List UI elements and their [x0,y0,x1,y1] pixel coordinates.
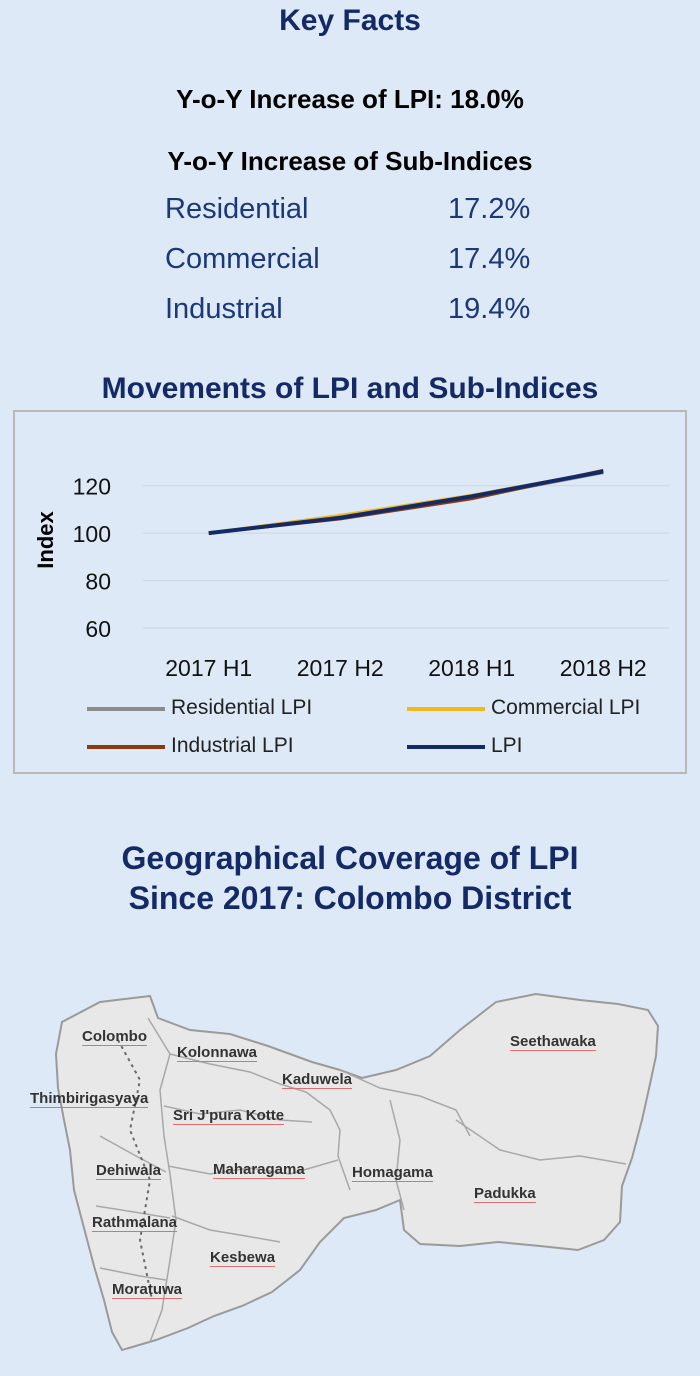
map-heading-line2: Since 2017: Colombo District [128,880,572,916]
sub-index-value: 17.2% [448,193,531,225]
series-line-lpi [208,469,604,536]
map-label-thimbirigasyaya: Thimbirigasyaya [30,1090,149,1108]
y-axis-label: Index [33,511,58,569]
sub-indices-heading: Y-o-Y Increase of Sub-Indices [167,146,533,176]
map-label-rathmalana: Rathmalana [92,1214,178,1232]
x-tick-label: 2017 H2 [297,655,384,681]
legend-label: LPI [491,734,523,757]
key-facts-heading: Key Facts [279,4,421,37]
district-outline [54,992,660,1352]
legend-label: Commercial LPI [491,696,641,719]
legend-swatch [87,745,165,749]
map-label-dehiwala: Dehiwala [96,1162,162,1180]
chart-container: 60 80 100 120 Index 2017 H1 2017 H2 2018 H1 2018… [13,410,687,774]
map-label-kaduwela: Kaduwela [282,1071,353,1089]
map-label-sri-jpura-kotte: Sri J'pura Kotte [173,1107,285,1125]
sub-index-name: Industrial [165,293,283,325]
map-label-colombo: Colombo [82,1028,147,1046]
colombo-district-map [54,992,660,1352]
region-borders [95,1017,627,1343]
y-tick-label: 80 [85,569,111,595]
map-label-moratuwa: Moratuwa [112,1281,183,1299]
y-tick-label: 60 [85,616,111,642]
line-chart: 60 80 100 120 Index 2017 H1 2017 H2 2018 H1 2018… [33,468,669,681]
map-label-maharagama: Maharagama [213,1161,305,1179]
sub-index-name: Commercial [165,243,320,275]
legend-swatch [87,707,165,711]
legend-label: Residential LPI [171,696,313,719]
x-tick-label: 2018 H1 [428,655,515,681]
chart-title: Movements of LPI and Sub-Indices [101,372,599,405]
map-label-padukka: Padukka [474,1185,536,1203]
y-tick-label: 100 [73,521,111,547]
sub-index-value: 17.4% [448,243,531,275]
map-label-kolonnawa: Kolonnawa [177,1044,258,1062]
map-heading-line1: Geographical Coverage of LPI [121,840,579,876]
sub-index-row-residential: Residential 17.2% [165,193,585,233]
legend-swatch [407,745,485,749]
map-label-seethawaka: Seethawaka [510,1033,596,1051]
x-tick-label: 2017 H1 [165,655,252,681]
sub-index-row-industrial: Industrial 19.4% [165,293,585,333]
map-label-kesbewa: Kesbewa [210,1249,276,1267]
legend-swatch [407,707,485,711]
lpi-increase-text: Y-o-Y Increase of LPI: 18.0% [176,84,524,114]
map-label-homagama: Homagama [352,1164,433,1182]
y-tick-label: 120 [73,474,111,500]
sub-index-name: Residential [165,193,309,225]
map-heading: Geographical Coverage of LPI Since 2017:… [0,838,700,918]
sub-index-value: 19.4% [448,293,531,325]
sub-index-row-commercial: Commercial 17.4% [165,243,585,283]
x-tick-label: 2018 H2 [560,655,647,681]
legend-label: Industrial LPI [171,734,294,757]
